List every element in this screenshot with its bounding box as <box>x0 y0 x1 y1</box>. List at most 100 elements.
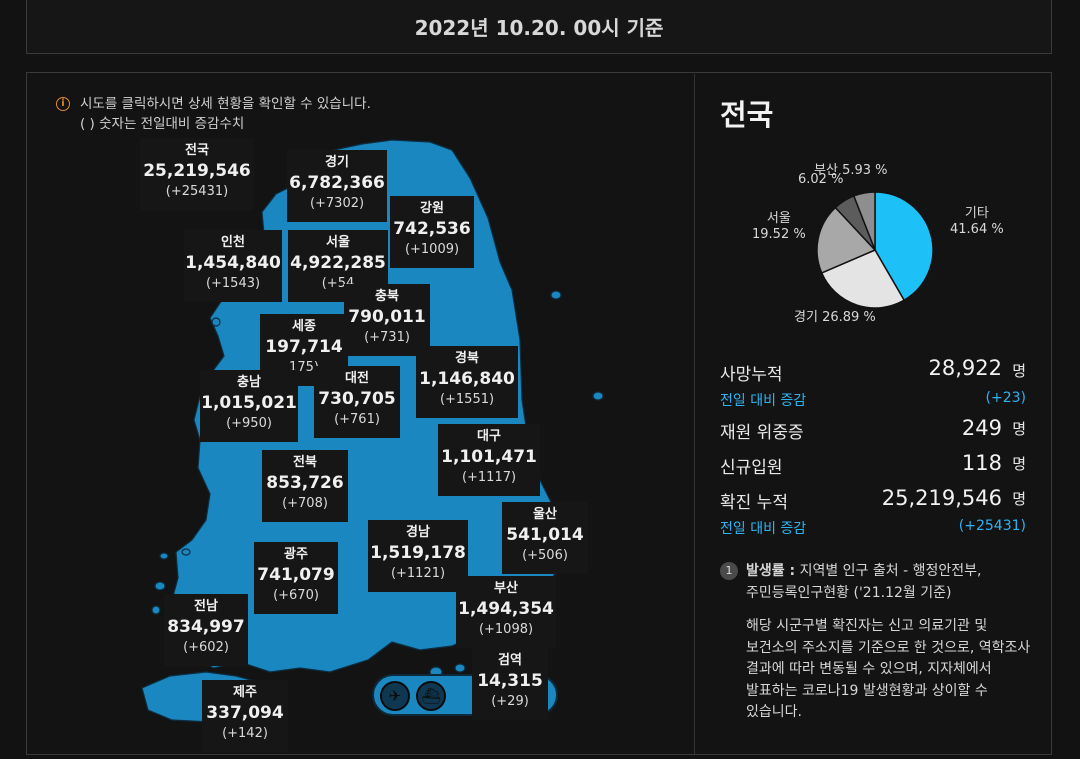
date-header: 2022년 10.20. 00시 기준 <box>26 0 1052 54</box>
ship-icon: ⛴ <box>416 681 446 711</box>
region-diff: (+1098) <box>478 622 534 637</box>
region-name: 서울 <box>326 235 350 250</box>
region-box-jeonnam[interactable]: 전남 834,997 (+602) <box>164 594 248 666</box>
region-diff: (+761) <box>334 412 380 427</box>
region-value: 742,536 <box>393 219 471 239</box>
region-box-daejeon[interactable]: 대전 730,705 (+761) <box>314 366 400 438</box>
region-value: 1,454,840 <box>185 253 281 273</box>
region-diff: (+670) <box>273 588 319 603</box>
region-value: 4,922,285 <box>290 253 386 273</box>
date-text: 2022년 10.20. 00시 기준 <box>414 15 664 40</box>
region-box-busan[interactable]: 부산 1,494,354 (+1098) <box>456 576 556 648</box>
region-diff: (+1009) <box>404 242 460 257</box>
region-name: 전남 <box>194 599 218 614</box>
region-box-quarantine[interactable]: 검역 14,315 (+29) <box>472 648 548 720</box>
pie-chart <box>816 191 934 309</box>
region-value: 730,705 <box>318 389 396 409</box>
pie-label-gyeonggi: 경기 26.89 % <box>794 310 876 325</box>
island-shape <box>159 552 169 560</box>
region-name: 경남 <box>406 525 430 540</box>
region-name: 대구 <box>477 429 501 444</box>
stat-deaths: 사망누적 28,922 명 <box>720 356 1026 385</box>
region-box-national[interactable]: 전국 25,219,546 (+25431) <box>140 138 254 210</box>
region-name: 제주 <box>233 685 257 700</box>
region-diff: (+506) <box>522 548 568 563</box>
region-diff: (+708) <box>282 496 328 511</box>
island-shape <box>154 581 166 591</box>
region-box-daegu[interactable]: 대구 1,101,471 (+1117) <box>438 424 540 496</box>
region-box-chungbuk[interactable]: 충북 790,011 (+731) <box>344 284 430 356</box>
region-box-gyeonggi[interactable]: 경기 6,782,366 (+7302) <box>287 150 387 222</box>
region-name: 충남 <box>237 375 261 390</box>
stat-confirmed-diff: 전일 대비 증감 (+25431) <box>720 518 1026 537</box>
island-shape <box>592 391 604 401</box>
region-box-jeonbuk[interactable]: 전북 853,726 (+708) <box>262 450 348 522</box>
island-shape <box>454 663 466 673</box>
pie-slice-0 <box>874 191 934 302</box>
region-value: 14,315 <box>477 671 543 691</box>
region-value: 1,494,354 <box>458 599 554 619</box>
region-box-gyeongnam[interactable]: 경남 1,519,178 (+1121) <box>368 520 468 592</box>
stat-deaths-diff: 전일 대비 증감 (+23) <box>720 390 1026 409</box>
footnote-bold: 발생률 : <box>746 563 796 579</box>
region-value: 197,714 <box>265 337 343 357</box>
region-diff: (+1551) <box>439 392 495 407</box>
region-value: 1,146,840 <box>419 369 515 389</box>
pie-label-gita: 기타 41.64 % <box>950 206 1004 237</box>
region-box-gwangju[interactable]: 광주 741,079 (+670) <box>254 542 338 614</box>
region-value: 1,015,021 <box>201 393 297 413</box>
region-value: 337,094 <box>206 703 284 723</box>
region-value: 541,014 <box>506 525 584 545</box>
region-diff: (+950) <box>226 416 272 431</box>
stat-critical: 재원 위중증 249 명 <box>720 416 1026 443</box>
notice-line1: 시도를 클릭하시면 상세 현황을 확인할 수 있습니다. <box>80 96 371 112</box>
region-box-chungnam[interactable]: 충남 1,015,021 (+950) <box>200 370 298 442</box>
region-name: 대전 <box>345 371 369 386</box>
region-box-incheon[interactable]: 인천 1,454,840 (+1543) <box>184 230 282 302</box>
footnote-text1: 지역별 인구 출처 - 행정안전부, <box>799 563 982 579</box>
region-name: 경북 <box>455 351 479 366</box>
region-name: 전북 <box>293 455 317 470</box>
pie-label-busan: 부산 5.93 % <box>814 163 888 178</box>
region-value: 1,519,178 <box>370 543 466 563</box>
region-diff: (+602) <box>183 640 229 655</box>
pie-label-small-slice: 6.02 % <box>798 172 844 187</box>
region-name: 경기 <box>325 155 349 170</box>
region-diff: (+731) <box>364 330 410 345</box>
region-diff: (+7302) <box>309 196 365 211</box>
region-diff: (+1121) <box>390 566 446 581</box>
map-notice: i 시도를 클릭하시면 상세 현황을 확인할 수 있습니다. ( ) 숫자는 전… <box>56 94 371 134</box>
island-shape <box>151 605 161 615</box>
footnote-paragraph: 해당 시군구별 확진자는 신고 의료기관 및 보건소의 주소지를 기준으로 한 … <box>746 618 1031 720</box>
region-name: 강원 <box>420 201 444 216</box>
region-box-gyeongbuk[interactable]: 경북 1,146,840 (+1551) <box>416 346 518 418</box>
region-diff: (+25431) <box>165 184 229 199</box>
pie-label-seoul: 서울 19.52 % <box>752 211 806 242</box>
region-name: 세종 <box>292 319 316 334</box>
region-box-ulsan[interactable]: 울산 541,014 (+506) <box>502 502 588 574</box>
region-value: 790,011 <box>348 307 426 327</box>
pie-slice-2 <box>816 206 877 274</box>
ulleung-island-shape <box>550 290 562 300</box>
region-diff: (+142) <box>222 726 268 741</box>
island-shape <box>181 548 191 556</box>
region-name: 부산 <box>494 581 518 596</box>
stat-new-admissions: 신규입원 118 명 <box>720 451 1026 478</box>
region-name: 인천 <box>221 235 245 250</box>
footnote-text2: 주민등록인구현황 ('21.12월 기준) <box>746 585 952 601</box>
region-value: 741,079 <box>257 565 335 585</box>
region-name: 전국 <box>185 143 209 158</box>
region-value: 1,101,471 <box>441 447 537 467</box>
region-value: 25,219,546 <box>143 161 251 181</box>
region-value: 834,997 <box>167 617 245 637</box>
footnote-number-icon: 1 <box>720 562 738 580</box>
airplane-icon: ✈ <box>380 681 410 711</box>
region-value: 6,782,366 <box>289 173 385 193</box>
pie-slice-4 <box>852 191 876 251</box>
region-name: 울산 <box>533 507 557 522</box>
region-box-gangwon[interactable]: 강원 742,536 (+1009) <box>390 196 474 268</box>
region-box-jeju[interactable]: 제주 337,094 (+142) <box>202 680 288 752</box>
footnote: 1 발생률 : 지역별 인구 출처 - 행정안전부, 주민등록인구현황 ('21.… <box>720 560 1055 724</box>
panel-divider <box>694 74 695 754</box>
region-value: 853,726 <box>266 473 344 493</box>
